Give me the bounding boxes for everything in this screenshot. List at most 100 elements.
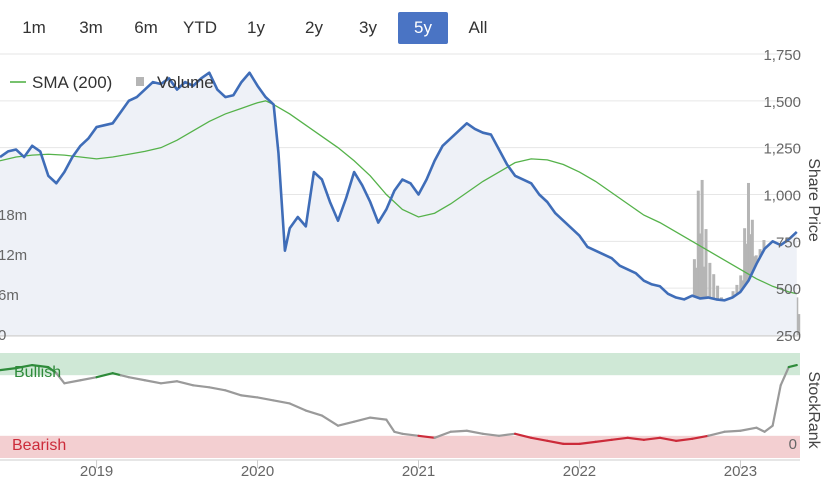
stockrank-segment: [739, 426, 758, 432]
stockrank-segment: [393, 430, 404, 435]
stockrank-segment: [353, 416, 372, 423]
stockrank-segment: [31, 364, 50, 369]
price-tick-label: 250: [776, 328, 801, 345]
stockrank-segment: [320, 414, 340, 427]
stockrank-segment: [771, 384, 782, 427]
stockrank-line: [0, 364, 798, 445]
price-tick-label: 1,250: [763, 141, 801, 158]
stockrank-segment: [674, 437, 694, 442]
price-tick-label: 500: [776, 281, 801, 298]
volume-bar: [698, 233, 702, 335]
bearish-band: [0, 435, 800, 458]
volume-tick-label: 12m: [0, 247, 27, 264]
axes: 250 500 750 1,000 1,250 1,500 1,750 0 6m 12m 18m 0 2…: [0, 47, 822, 480]
stockrank-segment: [95, 372, 114, 379]
range-button-6m[interactable]: 6m: [134, 18, 158, 37]
stockrank-segment: [127, 376, 146, 382]
sma-line: [0, 100, 797, 295]
stockrank-segment: [143, 379, 163, 385]
stockrank-segment: [707, 430, 726, 437]
x-tick-label: 2023: [724, 463, 757, 480]
volume-bar: [746, 182, 750, 335]
stockrank-segment: [63, 379, 82, 385]
stockrank-segment: [304, 409, 324, 417]
x-tick-label: 2020: [241, 463, 274, 480]
price-area-fill: [0, 72, 797, 335]
volume-legend-icon: [136, 77, 144, 86]
stockrank-segment: [497, 432, 517, 437]
volume-tick-label: 18m: [0, 207, 27, 224]
stockrank-segment: [513, 432, 533, 439]
price-tick-label: 1,750: [763, 47, 801, 64]
range-button-all[interactable]: All: [468, 18, 488, 37]
stockrank-bands: [0, 353, 800, 458]
chart-labels: SMA (200) Volume Bullish Bearish: [10, 73, 214, 454]
stockrank-segment: [465, 429, 484, 435]
stockrank-segment: [240, 394, 259, 399]
share-price-axis-title: Share Price: [805, 158, 822, 242]
range-button-ytd[interactable]: YTD: [183, 18, 217, 37]
bearish-label: Bearish: [12, 437, 66, 454]
stockrank-segment: [55, 372, 66, 385]
stockrank-segment: [224, 389, 243, 397]
volume-bar: [743, 228, 747, 335]
stockrank-segment: [626, 436, 645, 441]
stockrank-segment: [256, 396, 275, 402]
stockrank-segment: [594, 438, 613, 443]
stockrank-segment: [417, 434, 436, 439]
stockrank-segment: [47, 366, 58, 375]
x-tick-label: 2021: [402, 463, 435, 480]
range-button-5y[interactable]: 5y: [398, 12, 448, 44]
stockrank-segment: [208, 386, 227, 392]
x-tick-label: 2019: [80, 463, 113, 480]
sma-legend-label: SMA (200): [32, 73, 112, 92]
price-lines: [0, 71, 798, 302]
stockrank-segment: [546, 439, 565, 445]
volume-bar: [704, 229, 708, 335]
stockrank-segment: [658, 436, 678, 442]
stockrank-segment: [401, 432, 420, 437]
stockrank-segment: [385, 418, 396, 433]
stockrank-segment: [723, 429, 742, 433]
volume-bar: [700, 179, 704, 335]
stockrank-segment: [336, 420, 356, 427]
price-area: [0, 72, 797, 335]
share-price-line: [0, 71, 798, 302]
stockrank-segment: [763, 424, 774, 433]
stockrank-segment: [369, 416, 388, 421]
range-button-1m[interactable]: 1m: [22, 18, 46, 37]
stockrank-segment: [449, 429, 468, 433]
stockrank-segment: [111, 372, 122, 377]
price-tick-label: 1,000: [763, 188, 801, 205]
volume-bar: [696, 190, 700, 335]
range-button-1y[interactable]: 1y: [247, 18, 265, 37]
bullish-band: [0, 353, 800, 376]
rank-tick-label: 0: [789, 436, 797, 453]
stockrank-segment: [14, 364, 34, 370]
stockrank-segment: [433, 430, 452, 439]
stockrank-segment: [79, 376, 98, 382]
stockrank-segment: [0, 367, 18, 372]
range-button-3y[interactable]: 3y: [359, 18, 377, 37]
price-tick-label: 1,500: [763, 94, 801, 111]
range-button-2y[interactable]: 2y: [305, 18, 323, 37]
volume-legend-label: Volume: [157, 73, 214, 92]
stockrank-segment: [288, 402, 307, 412]
volume-tick-label: 6m: [0, 287, 19, 304]
stockrank-segment: [787, 364, 798, 369]
stockrank-segment: [481, 432, 501, 437]
stockrank-segment: [642, 436, 662, 441]
stockrank-segment: [175, 380, 195, 387]
stockrank-segment: [192, 384, 211, 389]
range-button-3m[interactable]: 3m: [79, 18, 103, 37]
stockrank-segment: [578, 440, 597, 445]
stockrank-segment: [691, 434, 710, 440]
volume-tick-label: 0: [0, 327, 6, 344]
stockrank-segment: [119, 374, 130, 379]
stockrank-segment: [610, 436, 629, 441]
stockrank-segment: [159, 380, 179, 385]
bullish-label: Bullish: [14, 364, 61, 381]
stockrank-segment: [272, 399, 291, 405]
price-tick-label: 750: [776, 234, 801, 251]
